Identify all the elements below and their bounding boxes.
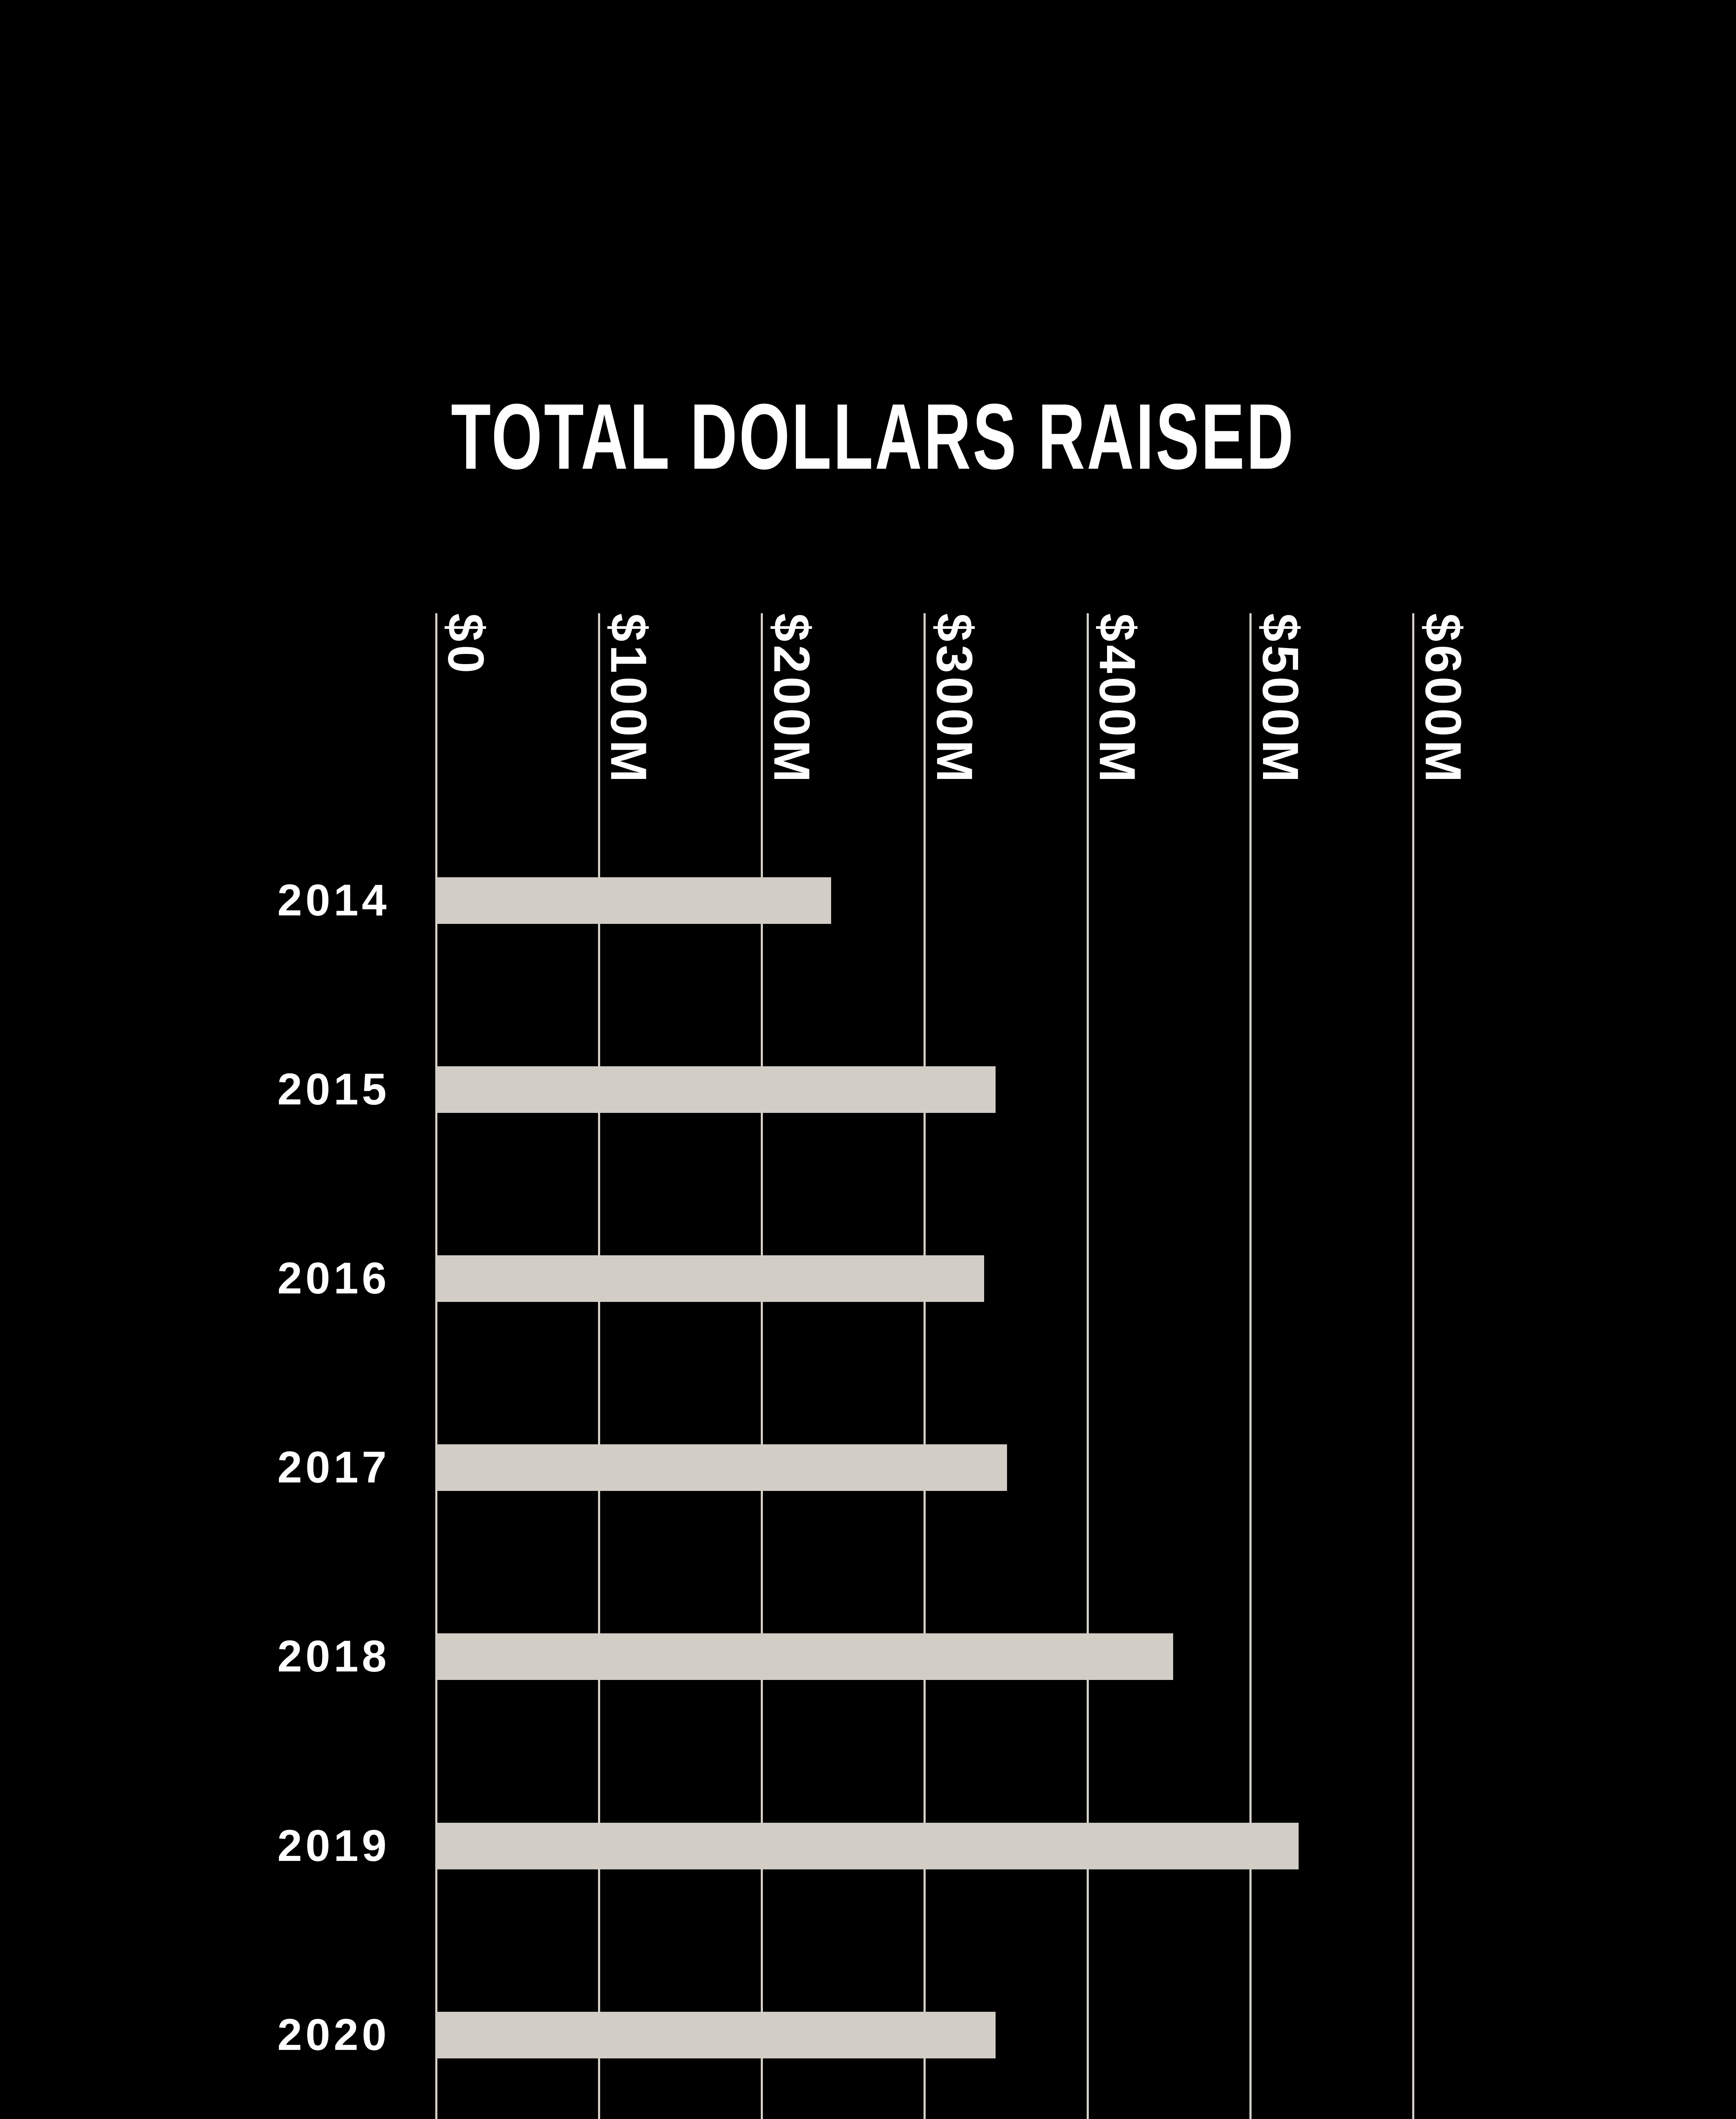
bar [437,1444,1007,1491]
x-tick-label: $0 [437,613,494,677]
gridline [598,613,600,2119]
y-axis-label: 2016 [277,1254,390,1303]
gridline [435,613,437,2119]
y-axis-label: 2017 [277,1443,390,1492]
bar [437,877,831,924]
gridline [924,613,926,2119]
x-tick-label: $400M [1089,613,1146,786]
y-axis-label: 2014 [277,876,390,925]
x-tick-label: $200M [763,613,820,786]
chart-title: TOTAL DOLLARS RAISED [451,384,1295,489]
bar [437,1823,1299,1869]
bar [437,1066,996,1113]
x-tick-label: $100M [600,613,657,786]
x-tick-label: $300M [926,613,983,786]
y-axis-label: 2018 [277,1632,390,1681]
gridline [761,613,763,2119]
y-axis-label: 2020 [277,2010,390,2060]
bar [437,2012,996,2058]
y-axis-label: 2019 [277,1821,390,1871]
gridline [1249,613,1252,2119]
bar [437,1633,1173,1680]
y-axis-label: 2015 [277,1065,390,1114]
x-tick-label: $600M [1415,613,1472,786]
bar [437,1255,984,1302]
x-tick-label: $500M [1252,613,1309,786]
gridline [1412,613,1414,2119]
gridline [1087,613,1089,2119]
